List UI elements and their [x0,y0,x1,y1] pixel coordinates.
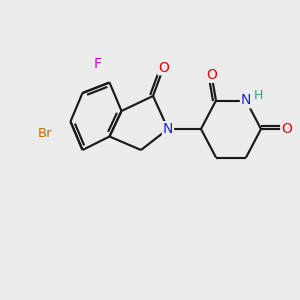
Text: N: N [163,122,173,136]
Text: H: H [254,89,263,103]
Text: O: O [206,68,217,82]
Text: O: O [281,122,292,136]
Text: N: N [241,94,251,107]
Text: O: O [158,61,169,74]
Text: F: F [94,58,101,71]
Text: Br: Br [38,127,52,140]
